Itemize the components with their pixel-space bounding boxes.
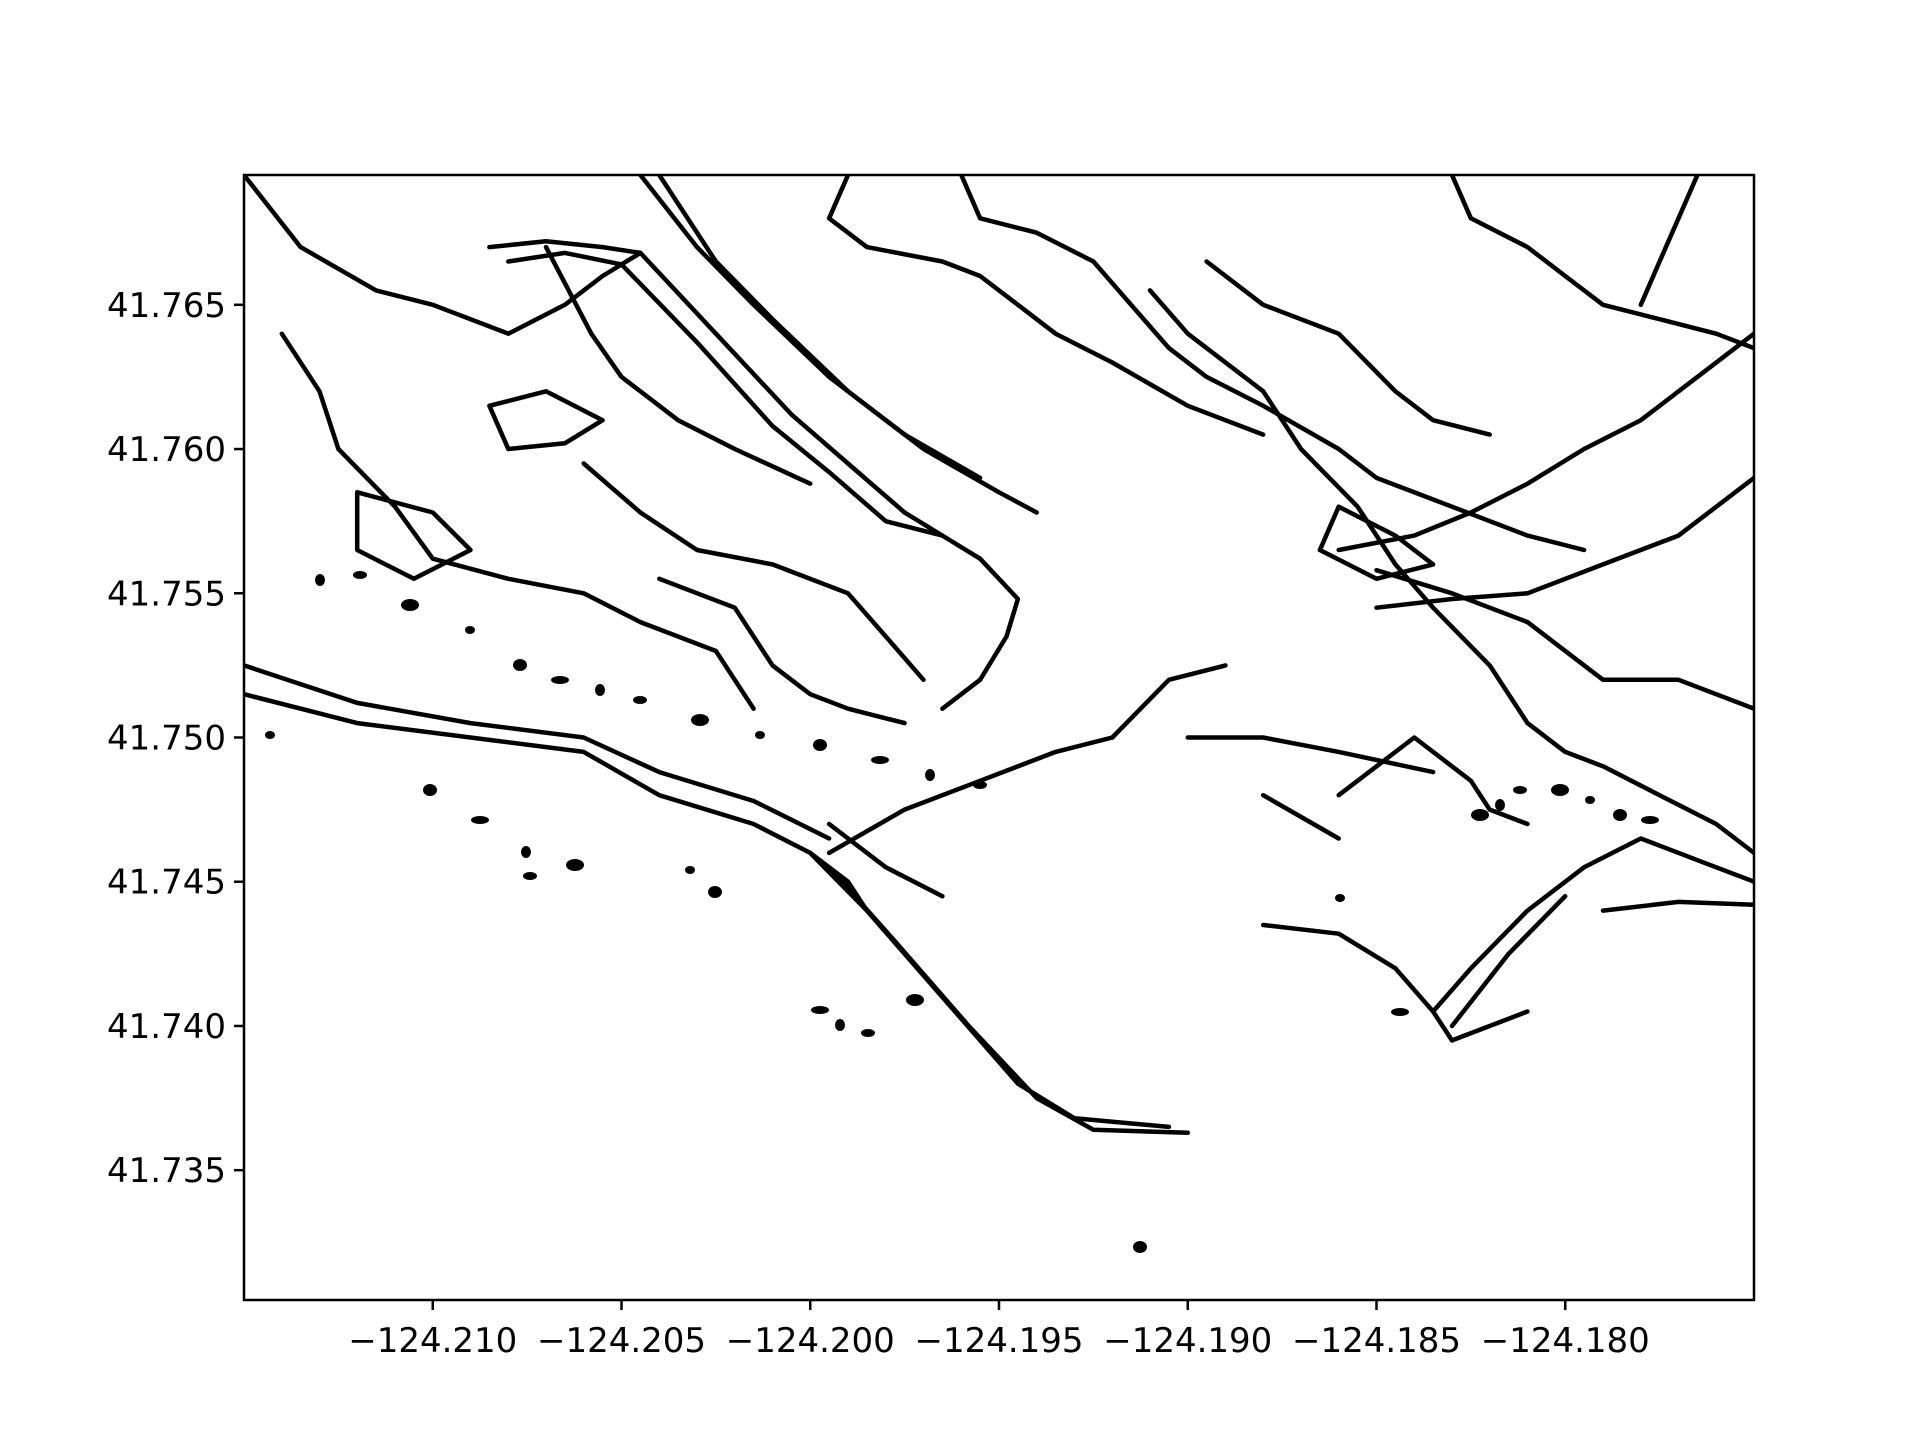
contour-line-20 [279,331,756,711]
y-tick-label: 41.755 [107,574,226,614]
contour-line-33 [354,490,473,582]
contour-line-16 [506,250,945,538]
contour-line-32 [1638,175,1700,308]
contour-line-7 [1185,735,1436,775]
contour-line-2 [807,850,1172,1130]
contour-line-31 [1449,175,1754,351]
contour-blob-1 [423,784,437,796]
contour-blob-21 [595,684,605,696]
contour-blob-4 [523,872,537,880]
contour-line-1 [244,663,832,841]
contour-blob-15 [315,574,325,586]
contour-blob-16 [353,571,367,579]
contour-blob-28 [973,781,987,789]
x-tick-label: −124.205 [537,1321,706,1361]
contour-blob-8 [811,1006,829,1014]
contour-line-29 [1374,475,1754,610]
contour-blob-25 [813,739,827,751]
y-tick-label: 41.750 [107,719,226,759]
contour-blob-35 [1471,809,1489,821]
contour-line-9 [1336,735,1530,827]
contour-blob-12 [1335,894,1345,902]
contour-blob-7 [708,886,722,898]
contour-line-28 [1374,567,1754,711]
contour-line-21 [581,461,926,683]
contour-blob-23 [691,714,709,726]
contour-line-4 [826,735,1115,856]
contour-line-6 [1110,663,1228,740]
blob-layer [265,571,1659,1253]
contour-blob-5 [566,859,584,871]
contour-blob-6 [685,866,695,874]
contour-line-27 [1147,288,1754,856]
contour-line-24 [826,175,1266,437]
y-tick-label: 41.765 [107,286,226,326]
contour-blob-0 [265,731,275,739]
contour-line-22 [657,576,907,726]
x-tick-label: −124.200 [726,1321,895,1361]
contour-blob-13 [1133,1241,1147,1253]
y-tick-label: 41.740 [107,1007,226,1047]
contour-line-3 [826,865,1191,1135]
x-tick-label: −124.195 [914,1321,1083,1361]
x-tick-label: −124.185 [1292,1321,1461,1361]
contour-line-5 [826,821,945,899]
contour-line-11 [1430,836,1754,1014]
contour-blob-9 [835,1019,845,1031]
contour-line-25 [959,175,1587,553]
contour-blob-3 [521,846,531,858]
contour-line-34 [487,389,605,452]
contour-blob-22 [633,696,647,704]
x-axis: −124.210 −124.205 −124.200 −124.195 −124.190… [348,1300,1650,1361]
contour-blob-20 [551,676,569,684]
y-tick-label: 41.760 [107,430,226,470]
contour-line-14 [244,175,643,336]
contour-line-10 [1260,792,1341,841]
contour-blob-10 [861,1029,875,1037]
y-tick-label: 41.745 [107,863,226,903]
contour-blob-11 [906,994,924,1006]
contour-line-12 [1600,899,1754,913]
contour-blob-2 [471,816,489,824]
contour-line-13 [1449,893,1568,1029]
contour-blob-14 [1391,1008,1409,1016]
contour-line-26 [1204,259,1492,437]
contour-line-15 [487,239,907,515]
contour-line-35 [1317,504,1436,582]
y-axis: 41.735 41.740 41.745 41.750 41.755 41.760 41.7… [107,286,244,1191]
contour-blob-31 [1613,809,1627,821]
x-tick-label: −124.210 [348,1321,517,1361]
x-tick-label: −124.180 [1481,1321,1650,1361]
contour-blob-29 [1551,784,1569,796]
contour-blob-32 [1641,816,1659,824]
contour-blob-17 [401,599,419,611]
contour-blob-18 [465,626,475,634]
contour-blob-34 [1513,786,1527,794]
contour-blob-30 [1585,796,1595,804]
contour-line-23 [543,244,813,486]
contour-line-19 [902,510,1021,711]
contour-blob-19 [513,659,527,671]
contour-blob-24 [755,731,765,739]
contour-layer [244,175,1754,1135]
contour-line-0 [244,691,870,913]
contour-blob-27 [925,769,935,781]
y-tick-label: 41.735 [107,1151,226,1191]
contour-line-30 [1336,331,1754,553]
contour-blob-33 [1495,799,1505,811]
contour-line-18 [638,175,983,481]
contour-blob-26 [871,756,889,764]
x-tick-label: −124.190 [1103,1321,1272,1361]
